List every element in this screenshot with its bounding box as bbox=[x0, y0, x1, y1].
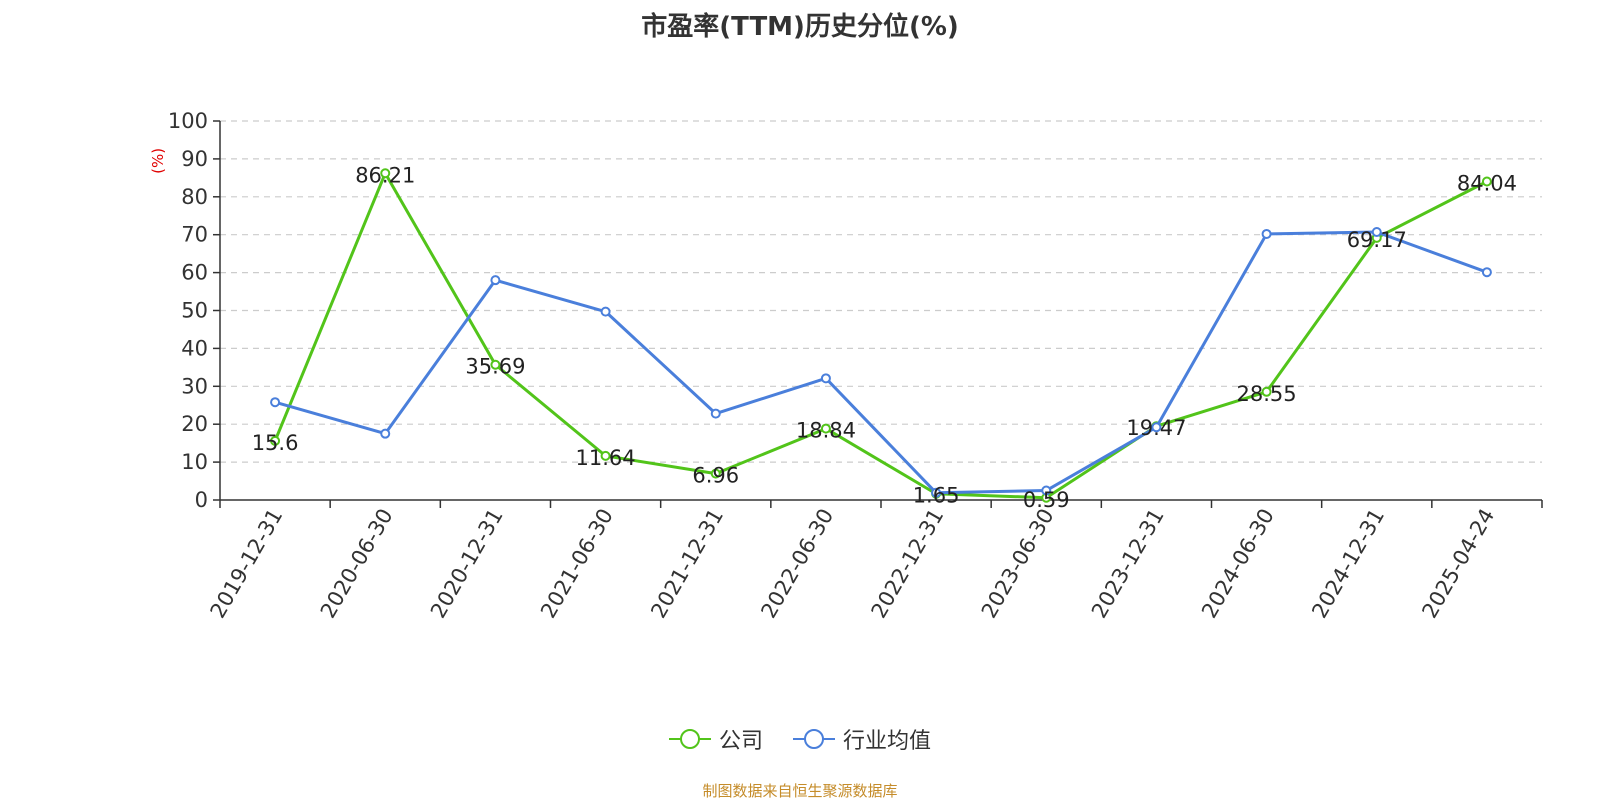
x-tick-label-2022-06-30: 2022-06-30 bbox=[756, 505, 838, 623]
y-tick-label-70: 70 bbox=[181, 223, 208, 247]
series-0-point-2020-06-30 bbox=[380, 168, 391, 179]
y-tick-label-100: 100 bbox=[168, 109, 208, 133]
y-tick-label-40: 40 bbox=[181, 336, 208, 360]
grid-lines bbox=[220, 120, 1542, 463]
series-0-point-2025-04-24 bbox=[1481, 176, 1492, 187]
y-tick-label-0: 0 bbox=[195, 488, 208, 512]
series-0-point-2024-06-30 bbox=[1261, 386, 1272, 397]
source-note: 制图数据来自恒生聚源数据库 bbox=[702, 782, 898, 800]
y-tick-label-30: 30 bbox=[181, 374, 208, 398]
data-label-2019-12-31: 15.6 bbox=[252, 431, 299, 455]
series-0-point-2020-12-31 bbox=[490, 359, 501, 370]
data-label-2023-06-30: 0.59 bbox=[1023, 488, 1070, 512]
x-tick-label-2023-06-30: 2023-06-30 bbox=[977, 505, 1059, 623]
series-1-point-2025-04-24 bbox=[1481, 267, 1492, 278]
data-label-2024-12-31: 69.17 bbox=[1347, 228, 1407, 252]
data-label-2021-06-30: 11.64 bbox=[576, 446, 636, 470]
x-tick-label-2024-12-31: 2024-12-31 bbox=[1307, 505, 1389, 623]
series-1-point-2024-12-31 bbox=[1371, 227, 1382, 238]
series-1-point-2020-12-31 bbox=[490, 275, 501, 286]
series-0-point-2021-06-30 bbox=[600, 450, 611, 461]
y-tick-label-20: 20 bbox=[181, 412, 208, 436]
y-axis-label: (%) bbox=[149, 148, 167, 174]
data-label-2020-06-30: 86.21 bbox=[355, 163, 415, 187]
data-label-2023-12-31: 19.47 bbox=[1126, 416, 1186, 440]
data-label-2022-06-30: 18.84 bbox=[796, 419, 856, 443]
series-1-point-2024-06-30 bbox=[1261, 228, 1272, 239]
legend: 公司 行业均值 bbox=[0, 723, 1600, 755]
y-tick-label-10: 10 bbox=[181, 450, 208, 474]
legend-label-industry-average: 行业均值 bbox=[843, 729, 932, 754]
y-tick-label-50: 50 bbox=[181, 299, 208, 323]
series-1-point-2019-12-31 bbox=[270, 397, 281, 408]
x-tick-label-2020-06-30: 2020-06-30 bbox=[316, 505, 398, 623]
x-tick-label-2019-12-31: 2019-12-31 bbox=[206, 505, 288, 623]
series-0-point-2019-12-31 bbox=[270, 435, 281, 446]
series-1-point-2022-06-30 bbox=[820, 373, 831, 384]
series-1-point-2022-12-31 bbox=[931, 487, 942, 498]
data-label-2020-12-31: 35.69 bbox=[465, 355, 525, 379]
x-tick-label-2025-04-24: 2025-04-24 bbox=[1417, 505, 1499, 623]
y-tick-label-80: 80 bbox=[181, 185, 208, 209]
series-0-point-2022-06-30 bbox=[820, 423, 831, 434]
series-line-1 bbox=[274, 230, 1488, 495]
legend-line-circle-icon-company bbox=[668, 729, 711, 749]
legend-item-company[interactable]: 公司 bbox=[668, 723, 763, 755]
legend-item-industry-average[interactable]: 行业均值 bbox=[793, 723, 931, 755]
series-lines bbox=[270, 168, 1492, 503]
series-0-point-2021-12-31 bbox=[710, 468, 721, 479]
x-tick-label-2021-12-31: 2021-12-31 bbox=[646, 505, 728, 623]
x-tick-label-2024-06-30: 2024-06-30 bbox=[1197, 505, 1279, 623]
x-tick-label-2020-12-31: 2020-12-31 bbox=[426, 504, 508, 622]
legend-line-circle-icon-industry bbox=[793, 729, 835, 749]
data-label-2024-06-30: 28.55 bbox=[1237, 382, 1297, 406]
series-1-point-2021-12-31 bbox=[710, 408, 721, 419]
series-line-0 bbox=[273, 171, 1488, 500]
data-label-2022-12-31: 1.65 bbox=[913, 484, 960, 508]
series-1-point-2021-06-30 bbox=[600, 306, 611, 317]
series-1-point-2023-12-31 bbox=[1151, 422, 1162, 433]
series-1-point-2020-06-30 bbox=[380, 428, 391, 439]
data-label-2021-12-31: 6.96 bbox=[692, 464, 739, 488]
y-tick-label-60: 60 bbox=[181, 261, 208, 285]
series-1-point-2023-06-30 bbox=[1041, 485, 1052, 496]
x-tick-label-2022-12-31: 2022-12-31 bbox=[867, 504, 949, 622]
legend-label-company: 公司 bbox=[718, 729, 763, 754]
x-tick-label-2021-06-30: 2021-06-30 bbox=[536, 505, 618, 623]
data-label-2025-04-24: 84.04 bbox=[1457, 171, 1517, 195]
y-tick-label-90: 90 bbox=[181, 147, 208, 171]
chart-title: 市盈率(TTM)历史分位(%) bbox=[641, 12, 959, 42]
data-labels: 15.6 86.21 35.69 11.64 6.96 18.84 1.65 0.59 19.4… bbox=[252, 163, 1517, 511]
x-tick-label-2023-12-31: 2023-12-31 bbox=[1087, 505, 1169, 623]
